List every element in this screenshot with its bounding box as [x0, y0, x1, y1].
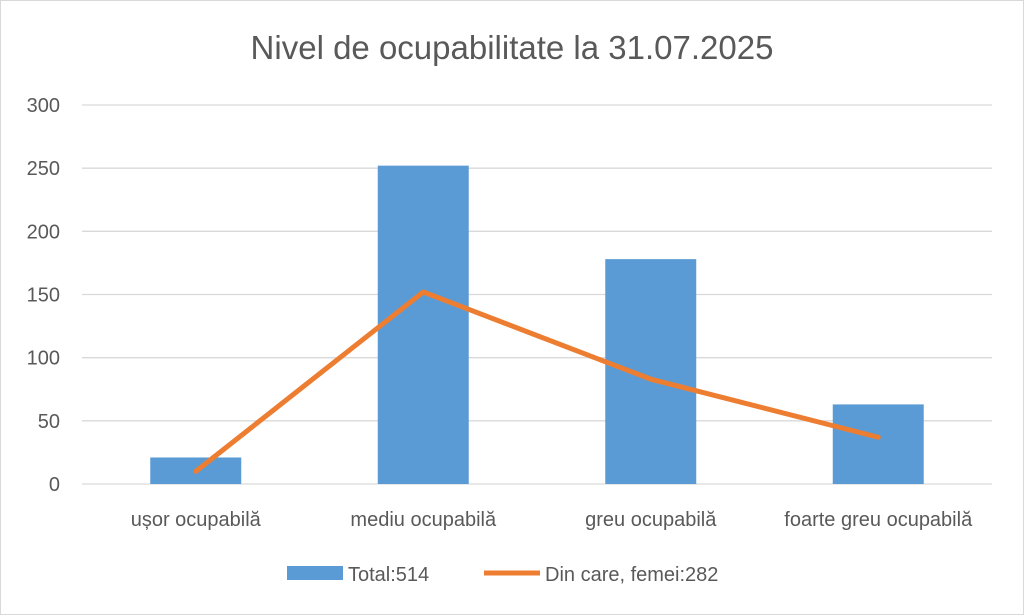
legend-label-women: Din care, femei:282 [545, 564, 718, 586]
y-tick-label: 100 [27, 348, 60, 370]
y-axis-ticks: 0 50 100 150 200 250 300 [27, 95, 60, 496]
y-tick-label: 200 [27, 221, 60, 243]
x-axis-categories: ușor ocupabilă mediu ocupabilă greu ocupab… [131, 509, 973, 531]
series-line [193, 289, 881, 474]
line-series [193, 289, 881, 474]
x-category-label: ușor ocupabilă [131, 509, 262, 531]
legend-swatch-bar [287, 566, 343, 580]
y-tick-label: 250 [27, 158, 60, 180]
y-tick-label: 150 [27, 285, 60, 307]
x-category-label: greu ocupabilă [585, 509, 717, 531]
bar [377, 165, 469, 484]
bar [605, 259, 697, 484]
x-category-label: mediu ocupabilă [350, 509, 497, 531]
y-tick-label: 0 [49, 474, 60, 496]
x-category-label: foarte greu ocupabilă [784, 509, 973, 531]
legend: Total:514 Din care, femei:282 [287, 564, 718, 586]
y-tick-label: 50 [38, 411, 60, 433]
bar [832, 404, 924, 484]
y-tick-label: 300 [27, 95, 60, 117]
bar-series [150, 165, 924, 484]
chart-title: Nivel de ocupabilitate la 31.07.2025 [251, 29, 774, 66]
legend-label-total: Total:514 [348, 564, 429, 586]
